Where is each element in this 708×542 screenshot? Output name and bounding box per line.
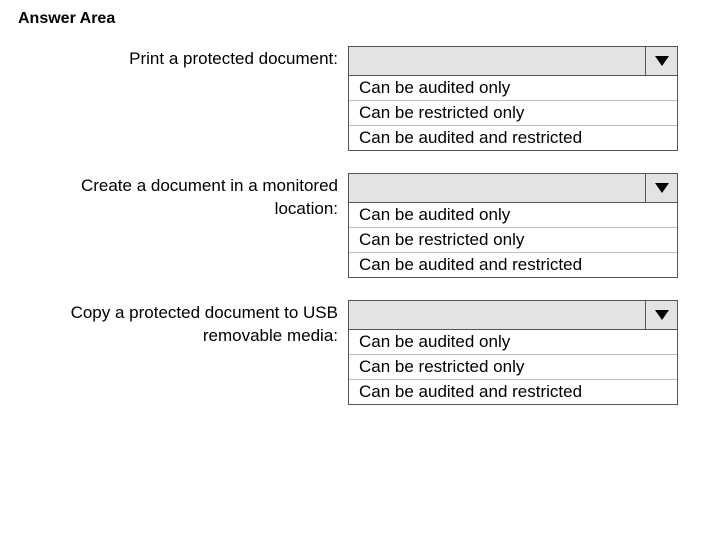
dropdown-option[interactable]: Can be audited and restricted bbox=[349, 252, 677, 277]
dropdown-value bbox=[349, 301, 645, 329]
dropdown-options: Can be audited only Can be restricted on… bbox=[348, 76, 678, 151]
page-title: Answer Area bbox=[18, 10, 690, 28]
dropdown-option[interactable]: Can be restricted only bbox=[349, 100, 677, 125]
question-row: Create a document in a monitored locatio… bbox=[18, 173, 690, 278]
dropdown-option[interactable]: Can be audited and restricted bbox=[349, 379, 677, 404]
dropdown-option[interactable]: Can be restricted only bbox=[349, 354, 677, 379]
dropdown-group: Can be audited only Can be restricted on… bbox=[348, 300, 678, 405]
dropdown-copy[interactable] bbox=[348, 300, 678, 330]
dropdown-print[interactable] bbox=[348, 46, 678, 76]
question-label: Create a document in a monitored locatio… bbox=[18, 173, 348, 221]
dropdown-option[interactable]: Can be audited only bbox=[349, 330, 677, 354]
dropdown-option[interactable]: Can be audited only bbox=[349, 76, 677, 100]
dropdown-group: Can be audited only Can be restricted on… bbox=[348, 173, 678, 278]
question-row: Copy a protected document to USB removab… bbox=[18, 300, 690, 405]
dropdown-group: Can be audited only Can be restricted on… bbox=[348, 46, 678, 151]
dropdown-option[interactable]: Can be restricted only bbox=[349, 227, 677, 252]
question-label: Print a protected document: bbox=[18, 46, 348, 71]
dropdown-create[interactable] bbox=[348, 173, 678, 203]
answer-area: Answer Area Print a protected document: … bbox=[0, 0, 708, 437]
question-row: Print a protected document: Can be audit… bbox=[18, 46, 690, 151]
dropdown-option[interactable]: Can be audited only bbox=[349, 203, 677, 227]
dropdown-options: Can be audited only Can be restricted on… bbox=[348, 330, 678, 405]
dropdown-value bbox=[349, 47, 645, 75]
question-label: Copy a protected document to USB removab… bbox=[18, 300, 348, 348]
chevron-down-icon bbox=[645, 47, 677, 75]
chevron-down-icon bbox=[645, 174, 677, 202]
dropdown-option[interactable]: Can be audited and restricted bbox=[349, 125, 677, 150]
dropdown-value bbox=[349, 174, 645, 202]
chevron-down-icon bbox=[645, 301, 677, 329]
dropdown-options: Can be audited only Can be restricted on… bbox=[348, 203, 678, 278]
